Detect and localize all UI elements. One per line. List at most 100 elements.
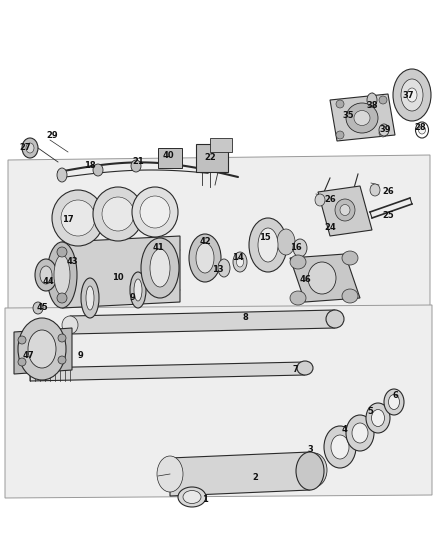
Text: 26: 26 [324,196,336,205]
Polygon shape [70,310,335,334]
Ellipse shape [371,409,385,426]
Ellipse shape [93,164,103,176]
Ellipse shape [132,187,178,237]
Text: 9: 9 [130,294,136,303]
Text: 6: 6 [392,391,398,400]
Text: 45: 45 [36,303,48,312]
Ellipse shape [301,453,327,487]
Ellipse shape [134,279,142,301]
Polygon shape [30,362,305,381]
Ellipse shape [340,205,350,215]
Text: 24: 24 [324,223,336,232]
Ellipse shape [296,452,324,490]
Ellipse shape [102,197,134,231]
Ellipse shape [150,249,170,287]
Ellipse shape [258,228,278,262]
Text: 3: 3 [307,446,313,455]
Text: 26: 26 [382,188,394,197]
Ellipse shape [40,266,52,284]
Text: 38: 38 [366,101,378,109]
Text: 15: 15 [259,233,271,243]
Ellipse shape [131,160,141,172]
Ellipse shape [178,487,206,507]
Ellipse shape [379,129,387,137]
Text: 22: 22 [204,154,216,163]
Ellipse shape [366,403,390,433]
Ellipse shape [389,394,399,409]
Ellipse shape [57,247,67,257]
Ellipse shape [140,196,170,228]
Ellipse shape [57,293,67,303]
Ellipse shape [157,456,183,492]
Ellipse shape [336,100,344,108]
Text: 16: 16 [290,244,302,253]
Polygon shape [290,254,360,302]
Text: 37: 37 [402,91,414,100]
Ellipse shape [326,310,344,328]
Polygon shape [14,328,72,374]
Text: 13: 13 [212,265,224,274]
Text: 2: 2 [252,473,258,482]
Ellipse shape [62,316,78,334]
Ellipse shape [315,194,325,206]
Ellipse shape [28,330,56,368]
Ellipse shape [324,426,356,468]
Text: 17: 17 [62,215,74,224]
Text: 1: 1 [202,496,208,505]
Text: 9: 9 [77,351,83,359]
Polygon shape [5,305,432,498]
Text: 44: 44 [42,278,54,287]
Ellipse shape [54,255,70,295]
Ellipse shape [93,187,143,241]
Bar [196,144,228,172]
Ellipse shape [58,356,66,364]
Text: 46: 46 [299,276,311,285]
Text: 8: 8 [242,313,248,322]
Ellipse shape [379,124,389,136]
Text: 4: 4 [342,425,348,434]
Text: 27: 27 [19,143,31,152]
Ellipse shape [18,336,26,344]
Text: 14: 14 [232,254,244,262]
Ellipse shape [401,79,423,111]
Ellipse shape [22,138,38,158]
Ellipse shape [331,435,349,459]
Ellipse shape [47,242,77,308]
Bar [158,148,182,168]
Ellipse shape [367,93,377,107]
Polygon shape [170,452,310,496]
Ellipse shape [141,238,179,298]
Text: 35: 35 [342,110,354,119]
Ellipse shape [35,259,57,291]
Text: 41: 41 [152,244,164,253]
Ellipse shape [237,257,244,267]
Ellipse shape [297,361,313,375]
Ellipse shape [277,229,295,255]
Ellipse shape [249,218,287,272]
Text: 40: 40 [162,150,174,159]
Ellipse shape [290,291,306,305]
Ellipse shape [81,278,99,318]
Text: 39: 39 [379,125,391,134]
Ellipse shape [416,122,428,138]
Ellipse shape [370,184,380,196]
Ellipse shape [58,334,66,342]
Ellipse shape [352,423,368,443]
Ellipse shape [233,252,247,272]
Ellipse shape [335,199,355,221]
Bar [210,138,232,152]
Ellipse shape [26,143,34,153]
Ellipse shape [346,103,378,133]
Text: 43: 43 [66,257,78,266]
Ellipse shape [342,251,358,265]
Text: 7: 7 [292,366,298,375]
Ellipse shape [18,358,26,366]
Ellipse shape [57,168,67,182]
Ellipse shape [189,234,221,282]
Polygon shape [62,236,180,308]
Text: 29: 29 [46,131,58,140]
Ellipse shape [379,96,387,104]
Ellipse shape [342,289,358,303]
Ellipse shape [384,389,404,415]
Ellipse shape [418,126,425,134]
